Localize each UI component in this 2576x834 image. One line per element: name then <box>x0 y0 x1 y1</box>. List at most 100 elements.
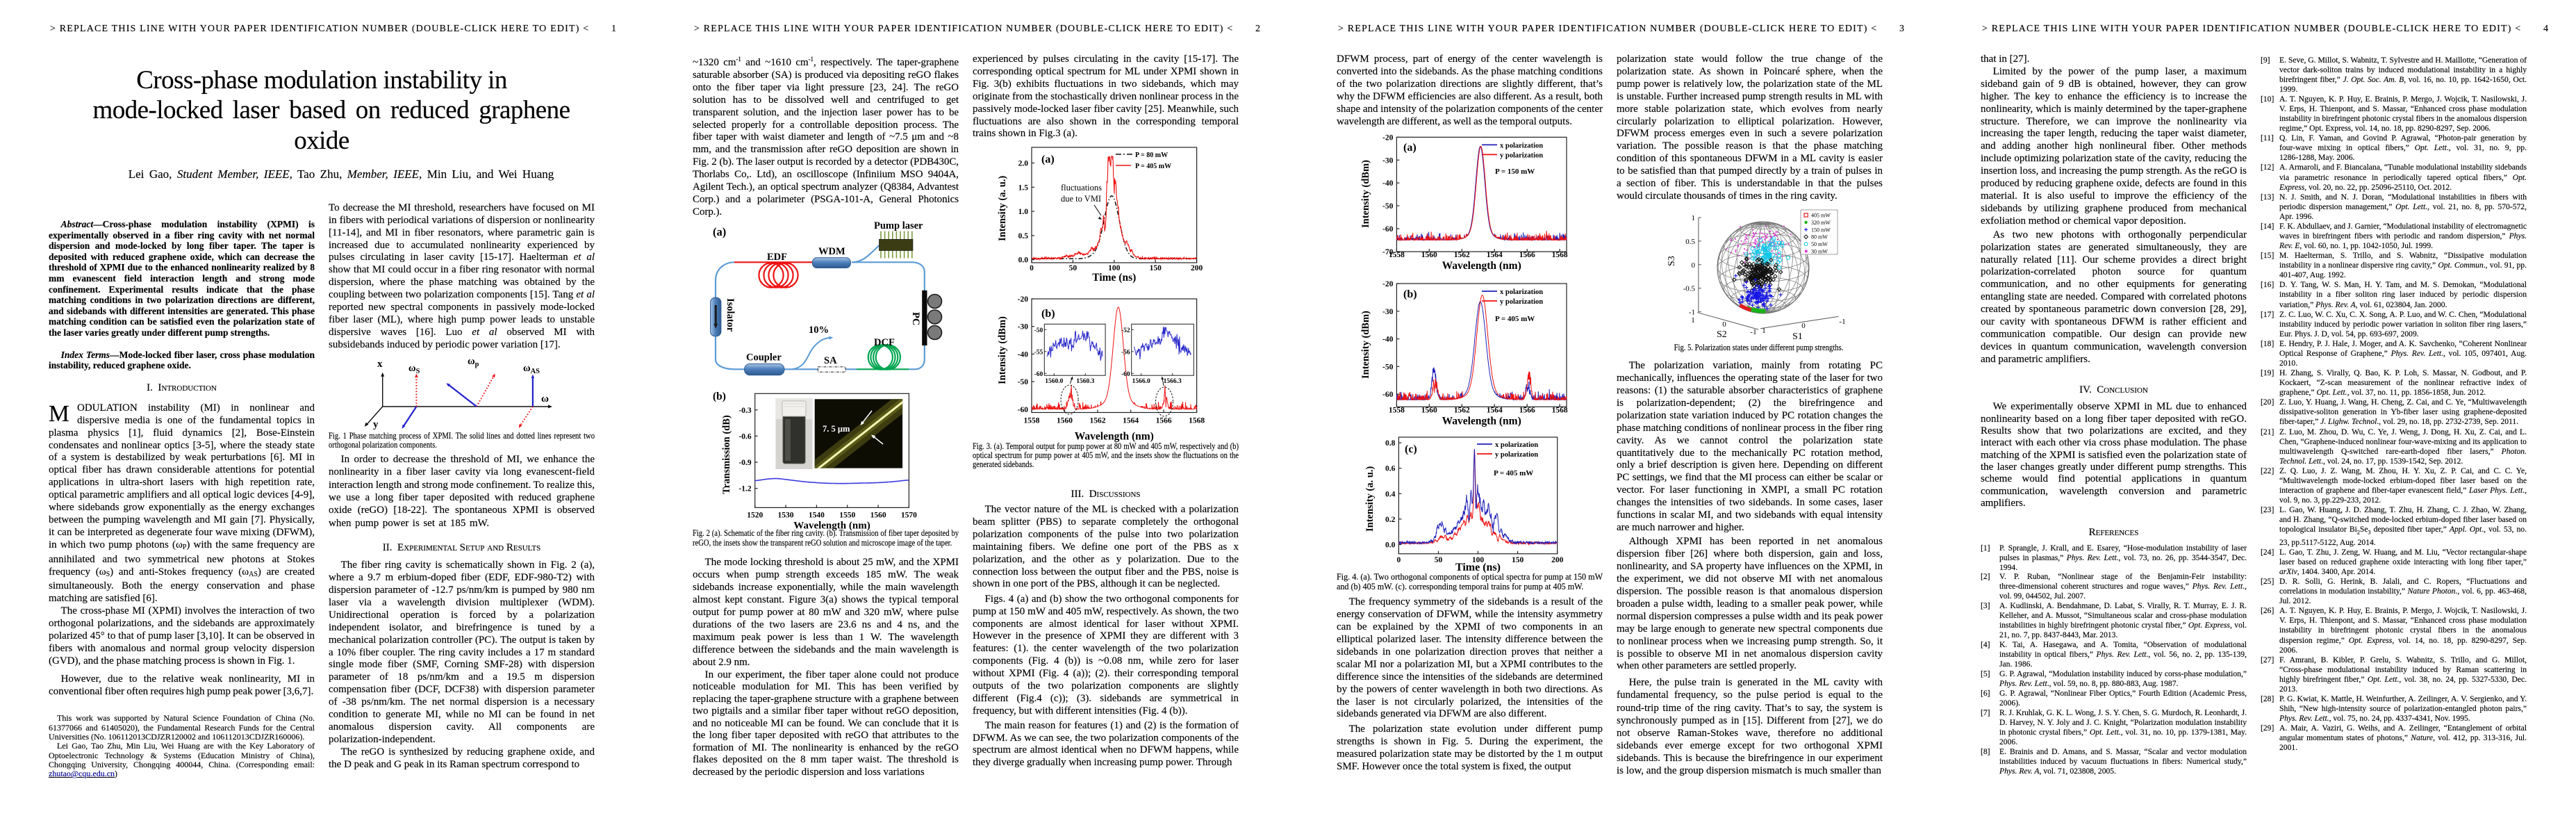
svg-text:-40: -40 <box>1018 350 1029 359</box>
svg-text:x polarization: x polarization <box>1500 288 1543 296</box>
svg-text:(b): (b) <box>1403 288 1417 300</box>
svg-text:x polarization: x polarization <box>1495 441 1538 449</box>
svg-text:(a): (a) <box>1403 142 1417 154</box>
svg-text:P = 80 mW: P = 80 mW <box>1135 152 1168 159</box>
svg-text:S1: S1 <box>1792 332 1803 342</box>
svg-text:(a): (a) <box>1041 154 1055 165</box>
svg-text:Wavelength (nm): Wavelength (nm) <box>1442 260 1521 272</box>
svg-text:y polarization: y polarization <box>1500 152 1543 159</box>
svg-text:0.8: 0.8 <box>1385 439 1396 448</box>
svg-text:0: 0 <box>1722 320 1726 329</box>
svg-text:30 mW: 30 mW <box>1811 249 1828 255</box>
svg-text:-0.6: -0.6 <box>738 432 751 441</box>
svg-text:200: 200 <box>1551 556 1564 564</box>
svg-text:1566: 1566 <box>1156 417 1172 425</box>
svg-text:-56: -56 <box>1121 349 1130 356</box>
svg-text:1566: 1566 <box>1519 406 1535 414</box>
svg-text:1560: 1560 <box>1057 417 1073 425</box>
svg-text:1.5: 1.5 <box>1018 183 1029 192</box>
svg-text:-60: -60 <box>1121 371 1130 378</box>
svg-text:1566: 1566 <box>1519 251 1535 259</box>
svg-text:ωp: ωp <box>468 356 479 368</box>
svg-text:Intensity (dBm): Intensity (dBm) <box>1360 160 1371 228</box>
svg-text:S2: S2 <box>1717 329 1727 340</box>
svg-text:P = 405 mW: P = 405 mW <box>1135 163 1171 170</box>
svg-text:ωAS: ωAS <box>523 363 540 375</box>
svg-text:0.5: 0.5 <box>1685 238 1695 246</box>
svg-text:-30: -30 <box>1382 308 1394 316</box>
svg-text:Intensity (dBm): Intensity (dBm) <box>997 316 1008 384</box>
svg-text:1560: 1560 <box>1421 406 1437 414</box>
svg-text:-60: -60 <box>1382 391 1394 399</box>
svg-text:1566.0: 1566.0 <box>1132 378 1150 385</box>
svg-text:SA: SA <box>824 355 837 366</box>
svg-text:1560.3: 1560.3 <box>1076 378 1094 385</box>
svg-text:-30: -30 <box>1018 323 1029 332</box>
svg-text:150: 150 <box>1150 264 1162 272</box>
svg-text:1.0: 1.0 <box>1018 208 1029 216</box>
svg-text:-40: -40 <box>1382 336 1394 344</box>
svg-text:ω: ω <box>541 393 549 404</box>
svg-text:-50: -50 <box>1382 363 1394 371</box>
svg-text:0.6: 0.6 <box>1385 465 1396 473</box>
svg-text:80 mW: 80 mW <box>1811 234 1828 240</box>
svg-text:-20: -20 <box>1382 133 1394 142</box>
svg-text:1568: 1568 <box>1552 251 1568 259</box>
svg-text:1558: 1558 <box>1389 251 1405 259</box>
svg-text:1566.3: 1566.3 <box>1164 378 1182 385</box>
svg-text:Intensity (a. u.): Intensity (a. u.) <box>1364 466 1376 532</box>
svg-text:Intensity (a. u.): Intensity (a. u.) <box>997 176 1008 241</box>
svg-text:1562: 1562 <box>1090 417 1106 425</box>
svg-text:-50: -50 <box>1382 202 1394 211</box>
svg-text:1540: 1540 <box>809 511 825 519</box>
svg-text:y polarization: y polarization <box>1495 451 1538 459</box>
svg-text:PC: PC <box>910 312 921 325</box>
svg-text:2.0: 2.0 <box>1018 160 1029 168</box>
svg-text:1562: 1562 <box>1454 251 1470 259</box>
svg-text:Time (ns): Time (ns) <box>1092 272 1136 284</box>
svg-text:1560: 1560 <box>1421 251 1437 259</box>
svg-text:1558: 1558 <box>1389 406 1405 414</box>
svg-text:ωS: ωS <box>408 363 420 375</box>
svg-text:1568: 1568 <box>1552 406 1568 414</box>
svg-text:-50: -50 <box>1034 327 1043 334</box>
svg-text:-52: -52 <box>1121 327 1130 334</box>
svg-text:-60: -60 <box>1034 371 1043 378</box>
svg-text:320 mW: 320 mW <box>1811 220 1831 226</box>
svg-text:1564: 1564 <box>1487 406 1503 414</box>
svg-text:0: 0 <box>1801 322 1806 330</box>
svg-text:-0.9: -0.9 <box>738 459 751 467</box>
svg-text:0.5: 0.5 <box>1018 232 1029 240</box>
svg-text:1: 1 <box>1692 214 1696 222</box>
svg-text:-20: -20 <box>1018 295 1029 304</box>
svg-text:50 mW: 50 mW <box>1811 241 1828 247</box>
svg-text:150 mW: 150 mW <box>1811 227 1831 233</box>
svg-text:-0.5: -0.5 <box>1683 285 1696 293</box>
svg-text:-0.3: -0.3 <box>738 407 751 415</box>
svg-text:-20: -20 <box>1382 280 1394 288</box>
svg-text:0.0: 0.0 <box>1018 256 1029 265</box>
svg-text:405 mW: 405 mW <box>1811 213 1831 219</box>
svg-text:1568: 1568 <box>1189 417 1205 425</box>
svg-text:0: 0 <box>1030 264 1034 272</box>
svg-text:S3: S3 <box>1667 256 1677 266</box>
svg-text:Transmission (dB): Transmission (dB) <box>721 415 732 494</box>
svg-text:1560.0: 1560.0 <box>1045 378 1063 385</box>
svg-text:due to VMI: due to VMI <box>1061 194 1101 204</box>
svg-text:P = 405 mW: P = 405 mW <box>1495 315 1535 323</box>
svg-text:0.2: 0.2 <box>1385 516 1396 524</box>
svg-text:100: 100 <box>1472 556 1485 564</box>
svg-text:Intensity (dBm): Intensity (dBm) <box>1360 311 1371 379</box>
svg-text:-1: -1 <box>1839 318 1845 326</box>
svg-text:WDM: WDM <box>818 246 845 257</box>
svg-text:1558: 1558 <box>1024 417 1040 425</box>
svg-text:Wavelength (nm): Wavelength (nm) <box>793 520 870 531</box>
svg-text:-30: -30 <box>1382 156 1394 165</box>
svg-text:x polarization: x polarization <box>1500 142 1543 149</box>
svg-text:-40: -40 <box>1382 179 1394 188</box>
svg-text:1564: 1564 <box>1487 251 1503 259</box>
svg-text:10%: 10% <box>809 325 829 336</box>
svg-text:(a): (a) <box>713 225 726 238</box>
svg-text:-1: -1 <box>1689 309 1695 317</box>
svg-text:1: 1 <box>1691 316 1695 325</box>
